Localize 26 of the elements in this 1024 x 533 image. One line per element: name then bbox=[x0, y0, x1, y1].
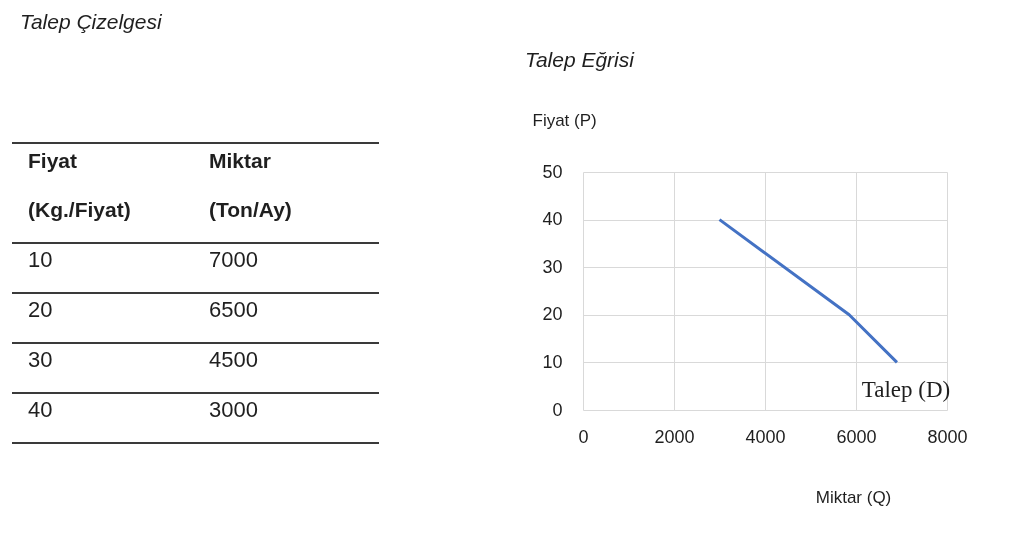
text: 10 bbox=[28, 246, 53, 272]
y-tick-label: 30 bbox=[542, 256, 563, 277]
x-tick-label: 2000 bbox=[654, 426, 695, 447]
x-tick-label: 8000 bbox=[927, 426, 968, 447]
x-axis-title: Miktar (Q) bbox=[815, 487, 892, 507]
text: 6500 bbox=[209, 296, 258, 322]
x-tick-label: 6000 bbox=[836, 426, 877, 447]
y-axis-title: Fiyat (P) bbox=[532, 110, 597, 130]
chart-title: Talep Eğrisi bbox=[525, 48, 636, 71]
y-tick-label: 10 bbox=[542, 351, 563, 372]
text: 3000 bbox=[209, 396, 258, 422]
x-tick-label: 0 bbox=[578, 426, 589, 447]
y-tick-label: 0 bbox=[552, 399, 563, 420]
y-tick-label: 20 bbox=[542, 304, 563, 325]
text: 30 bbox=[28, 346, 53, 372]
series-label: Talep (D) bbox=[861, 377, 951, 403]
text: 7000 bbox=[209, 246, 258, 272]
text: 20 bbox=[28, 296, 53, 322]
y-tick-label: 50 bbox=[542, 161, 563, 182]
text: Fiyat (Kg./Fiyat) bbox=[28, 149, 131, 221]
text: Talep Çizelgesi bbox=[20, 9, 162, 35]
text: Miktar (Ton/Ay) bbox=[209, 149, 292, 221]
y-tick-label: 40 bbox=[542, 209, 563, 230]
text: 40 bbox=[28, 396, 53, 422]
x-tick-label: 4000 bbox=[745, 426, 786, 447]
text: 4500 bbox=[209, 346, 258, 372]
